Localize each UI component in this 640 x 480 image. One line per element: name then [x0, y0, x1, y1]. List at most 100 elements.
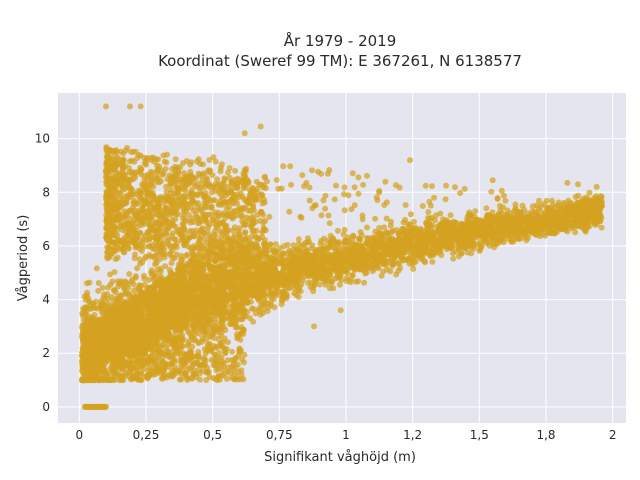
scatter-point	[542, 213, 549, 220]
scatter-point	[422, 259, 428, 266]
scatter-point	[152, 261, 159, 268]
scatter-point	[342, 267, 349, 273]
scatter-point	[347, 248, 354, 254]
scatter-point	[510, 238, 517, 245]
scatter-point	[360, 266, 367, 273]
scatter-point	[298, 265, 305, 272]
scatter-point	[272, 278, 279, 285]
scatter-point	[304, 235, 311, 242]
scatter-point	[318, 237, 325, 244]
scatter-point	[130, 281, 137, 288]
scatter-point	[353, 278, 360, 285]
scatter-point	[374, 232, 381, 238]
scatter-point	[93, 265, 100, 272]
scatter-point	[390, 227, 396, 234]
chart-subtitle: Koordinat (Sweref 99 TM): E 367261, N 61…	[158, 52, 522, 70]
scatter-point	[387, 240, 394, 247]
scatter-point	[293, 277, 299, 284]
scatter-point	[529, 203, 536, 210]
scatter-point	[336, 281, 343, 288]
scatter-point	[334, 227, 341, 234]
scatter-point	[278, 301, 285, 308]
scatter-point	[572, 217, 579, 224]
scatter-point	[559, 215, 566, 222]
scatter-point	[126, 290, 133, 297]
scatter-point	[393, 271, 400, 278]
scatter-point	[447, 230, 454, 237]
scatter-point	[110, 376, 117, 383]
scatter-point	[126, 271, 133, 277]
scatter-point	[468, 230, 475, 237]
scatter-point	[570, 224, 577, 230]
scatter-point	[342, 239, 349, 246]
scatter-point	[295, 236, 302, 243]
scatter-point	[447, 241, 454, 248]
scatter-point	[305, 279, 312, 286]
scatter-point	[591, 216, 598, 223]
scatter-point	[438, 252, 445, 259]
scatter-point	[349, 238, 356, 244]
scatter-point	[387, 268, 394, 275]
scatter-point	[355, 235, 362, 242]
scatter-point	[273, 254, 280, 261]
scatter-point	[401, 249, 408, 255]
scatter-point	[302, 239, 309, 246]
scatter-point	[424, 237, 431, 244]
scatter-point	[556, 207, 563, 214]
scatter-point	[323, 247, 330, 254]
scatter-point	[380, 268, 387, 275]
scatter-point	[438, 230, 445, 237]
scatter-point	[450, 255, 457, 262]
scatter-point	[493, 240, 500, 247]
scatter-point	[379, 240, 386, 247]
scatter-point	[381, 224, 387, 231]
scatter-point	[174, 267, 181, 273]
scatter-point	[248, 292, 255, 299]
scatter-point	[298, 281, 305, 287]
scatter-point	[564, 209, 571, 215]
scatter-point	[262, 291, 269, 298]
scatter-point	[310, 288, 317, 295]
scatter-point	[555, 202, 562, 209]
scatter-point	[99, 284, 106, 291]
scatter-point	[267, 241, 274, 248]
scatter-point	[341, 226, 348, 233]
scatter-point	[523, 233, 529, 240]
scatter-point	[246, 315, 253, 321]
scatter-point	[253, 281, 260, 288]
scatter-point	[462, 225, 469, 232]
scatter-point	[413, 226, 420, 233]
scatter-point	[533, 232, 540, 238]
scatter-point	[332, 245, 339, 252]
scatter-point	[597, 193, 604, 200]
scatter-point	[593, 193, 600, 200]
scatter-point	[398, 254, 405, 261]
scatter-point	[280, 288, 287, 295]
scatter-point	[81, 310, 88, 317]
scatter-point	[572, 229, 579, 236]
scatter-point	[521, 206, 528, 213]
scatter-point	[533, 225, 540, 232]
scatter-point	[506, 229, 513, 236]
scatter-point	[376, 224, 383, 231]
scatter-point	[420, 249, 427, 255]
scatter-point	[386, 233, 392, 240]
scatter-point	[340, 231, 347, 238]
scatter-point	[412, 258, 419, 265]
scatter-point	[86, 305, 93, 312]
scatter-point	[85, 295, 91, 302]
scatter-point	[365, 252, 372, 259]
scatter-point	[229, 348, 236, 355]
scatter-point	[471, 240, 478, 247]
scatter-point	[112, 289, 119, 296]
scatter-point	[368, 263, 375, 270]
scatter-point	[280, 294, 286, 301]
scatter-point	[318, 246, 324, 253]
scatter-point	[396, 236, 403, 242]
scatter-point	[476, 247, 483, 254]
scatter-point	[578, 198, 585, 205]
scatter-point	[168, 260, 175, 267]
scatter-point	[349, 272, 356, 279]
scatter-point	[374, 261, 381, 268]
scatter-point	[353, 252, 360, 259]
